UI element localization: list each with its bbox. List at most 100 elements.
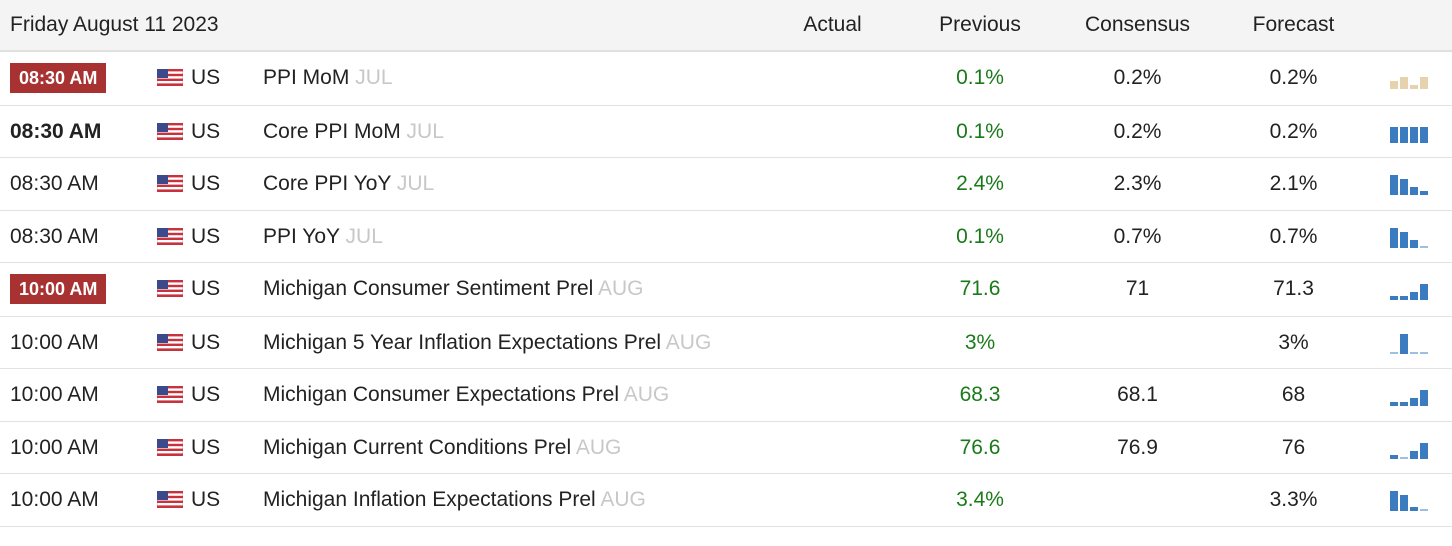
event-row: 08:30 AM US Core PPI YoY JUL 2.4% 2.3% 2.1% <box>0 157 1452 211</box>
event-cell: Core PPI MoM JUL <box>263 105 761 158</box>
event-time: 10:00 AM <box>10 330 99 354</box>
period: JUL <box>406 119 444 143</box>
date-header: Friday August 11 2023 <box>0 0 761 52</box>
event-cell: Michigan Current Conditions Prel AUG <box>263 421 761 474</box>
forecast: 0.7% <box>1220 210 1368 263</box>
time-cell: 08:30 AM <box>0 210 157 263</box>
flag-icon <box>156 227 184 245</box>
country-cell: US <box>156 157 263 211</box>
consensus: 0.2% <box>1055 105 1221 158</box>
previous: 0.1% <box>905 210 1056 263</box>
event-row: 08:30 AM US Core PPI MoM JUL 0.1% 0.2% 0.2% <box>0 105 1452 158</box>
event-row: 10:00 AM US Michigan Current Conditions Pr… <box>0 421 1452 474</box>
event-row: 10:00 AM US Michigan Consumer Expectations… <box>0 368 1452 422</box>
event-time: 10:00 AM <box>10 383 99 406</box>
sparkline-cell <box>1367 368 1452 422</box>
event-time: 10:00 AM <box>10 435 99 459</box>
event-name: PPI YoY <box>263 224 340 248</box>
time-cell: 10:00 AM <box>0 421 157 474</box>
event-name: PPI MoM <box>263 66 350 89</box>
flag-icon <box>156 122 184 140</box>
event-time: 08:30 AM <box>10 172 99 195</box>
country-cell: US <box>156 421 263 474</box>
time-cell: 10:00 AM <box>0 316 157 369</box>
column-header: Actual <box>760 0 906 52</box>
event-time: 10:00 AM <box>10 274 107 304</box>
calendar-table: Friday August 11 2023 Actual Previous Co… <box>0 0 1452 527</box>
event-cell: PPI YoY JUL <box>263 210 761 263</box>
sparkline-cell <box>1367 421 1452 474</box>
header-row: Friday August 11 2023 Actual Previous Co… <box>0 0 1452 52</box>
event-time: 08:30 AM <box>10 119 102 143</box>
previous: 0.1% <box>905 105 1056 158</box>
country-cell: US <box>156 51 263 106</box>
actual <box>760 210 906 263</box>
sparkline <box>1389 442 1428 459</box>
event-cell: Michigan 5 Year Inflation Expectations P… <box>263 316 761 369</box>
forecast: 3.3% <box>1220 473 1368 527</box>
sparkline <box>1389 390 1428 407</box>
period: AUG <box>598 277 644 300</box>
event-row: 10:00 AM US Michigan Consumer Sentiment Pr… <box>0 262 1452 317</box>
previous: 68.3 <box>905 368 1056 422</box>
event-name: Michigan Consumer Sentiment Prel <box>263 277 594 300</box>
previous: 71.6 <box>905 262 1056 317</box>
column-header: Forecast <box>1220 0 1368 52</box>
flag-icon <box>156 490 184 509</box>
time-cell: 08:30 AM <box>0 105 157 158</box>
time-cell: 08:30 AM <box>0 51 157 106</box>
forecast: 0.2% <box>1220 51 1368 106</box>
sparkline-cell <box>1367 262 1452 317</box>
country-cell: US <box>156 368 263 422</box>
event-cell: PPI MoM JUL <box>263 51 761 106</box>
actual <box>760 51 906 106</box>
event-time: 08:30 AM <box>10 63 107 93</box>
consensus: 76.9 <box>1055 421 1221 474</box>
flag-icon <box>156 333 184 351</box>
country: US <box>191 277 221 300</box>
actual <box>760 473 906 527</box>
event-name: Michigan Current Conditions Prel <box>263 435 572 459</box>
actual <box>760 105 906 158</box>
actual <box>760 157 906 211</box>
consensus: 0.7% <box>1055 210 1221 263</box>
event-name: Michigan Consumer Expectations Prel <box>263 383 619 406</box>
sparkline <box>1389 175 1428 196</box>
sparkline-cell <box>1367 51 1452 106</box>
consensus: 2.3% <box>1055 157 1221 211</box>
sparkline <box>1389 491 1428 512</box>
previous: 2.4% <box>905 157 1056 211</box>
consensus <box>1055 316 1221 369</box>
event-cell: Core PPI YoY JUL <box>263 157 761 211</box>
country: US <box>191 330 221 354</box>
sparkline-cell <box>1367 316 1452 369</box>
forecast: 2.1% <box>1220 157 1368 211</box>
flag-icon <box>156 438 184 456</box>
country: US <box>191 224 221 248</box>
period: JUL <box>345 224 383 248</box>
country-cell: US <box>156 316 263 369</box>
sparkline-cell <box>1367 210 1452 263</box>
chart-header <box>1367 0 1452 52</box>
forecast: 0.2% <box>1220 105 1368 158</box>
event-row: 10:00 AM US Michigan Inflation Expectation… <box>0 473 1452 527</box>
event-time: 08:30 AM <box>10 224 99 248</box>
country: US <box>191 383 221 406</box>
consensus <box>1055 473 1221 527</box>
time-cell: 10:00 AM <box>0 368 157 422</box>
time-cell: 10:00 AM <box>0 262 157 317</box>
column-header: Consensus <box>1055 0 1221 52</box>
event-row: 08:30 AM US PPI YoY JUL 0.1% 0.7% 0.7% <box>0 210 1452 263</box>
flag-icon <box>156 68 184 87</box>
sparkline-cell <box>1367 157 1452 211</box>
time-cell: 08:30 AM <box>0 157 157 211</box>
country: US <box>191 172 221 195</box>
event-cell: Michigan Consumer Expectations Prel AUG <box>263 368 761 422</box>
flag-icon <box>156 174 184 193</box>
consensus: 71 <box>1055 262 1221 317</box>
sparkline <box>1389 126 1428 143</box>
consensus: 0.2% <box>1055 51 1221 106</box>
country-cell: US <box>156 473 263 527</box>
previous: 3% <box>905 316 1056 369</box>
forecast: 71.3 <box>1220 262 1368 317</box>
